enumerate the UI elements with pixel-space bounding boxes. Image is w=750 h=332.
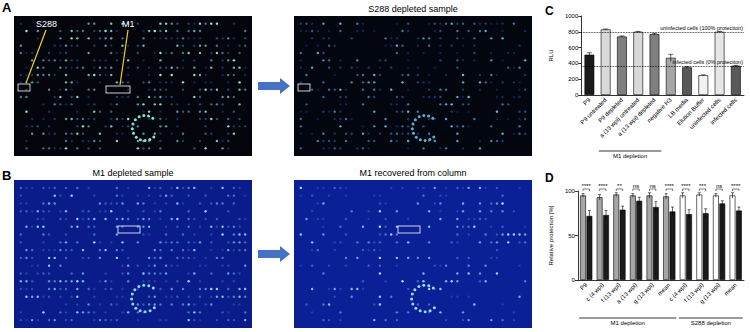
svg-text:P9: P9 <box>582 96 592 106</box>
svg-text:M1 depletion: M1 depletion <box>611 320 645 326</box>
svg-text:Elution Buffer: Elution Buffer <box>676 97 706 127</box>
svg-text:c (4 wpi): c (4 wpi) <box>667 281 688 303</box>
svg-text:f (13 wpi): f (13 wpi) <box>682 281 705 304</box>
svg-text:c (4 wpi): c (4 wpi) <box>584 281 605 303</box>
svg-text:S288 depletion: S288 depletion <box>691 320 731 326</box>
svg-text:infected cells (0% protection): infected cells (0% protection) <box>672 59 743 65</box>
svg-text:S288: S288 <box>36 19 57 29</box>
svg-text:0: 0 <box>575 92 579 98</box>
svg-text:C: C <box>545 4 554 18</box>
svg-text:**: ** <box>617 183 622 189</box>
svg-text:infected cells: infected cells <box>709 97 738 126</box>
svg-text:uninfected cells (100% protect: uninfected cells (100% protection) <box>660 25 743 31</box>
svg-text:B: B <box>2 168 11 183</box>
svg-text:mean: mean <box>657 282 672 297</box>
svg-text:Relative protection [%]: Relative protection [%] <box>548 205 554 265</box>
svg-text:g (13 wpi): g (13 wpi) <box>698 282 721 305</box>
svg-text:ns: ns <box>633 183 639 189</box>
svg-text:A: A <box>2 0 12 15</box>
svg-text:ns: ns <box>649 183 655 189</box>
svg-text:P9 untreated: P9 untreated <box>579 96 608 126</box>
svg-text:LB media: LB media <box>667 96 690 119</box>
svg-text:****: **** <box>598 183 608 189</box>
svg-text:M1 depletion: M1 depletion <box>613 153 647 159</box>
svg-text:****: **** <box>731 183 741 189</box>
svg-text:M1: M1 <box>122 19 135 29</box>
svg-text:400: 400 <box>568 60 579 66</box>
svg-text:50: 50 <box>568 233 575 239</box>
svg-text:mean: mean <box>723 282 738 297</box>
svg-text:a (13 wpi): a (13 wpi) <box>615 281 639 305</box>
svg-text:0: 0 <box>572 277 576 283</box>
svg-text:****: **** <box>681 183 691 189</box>
svg-text:negative H3: negative H3 <box>646 96 673 123</box>
svg-text:M1 depleted sample: M1 depleted sample <box>92 168 173 178</box>
svg-text:600: 600 <box>568 45 579 51</box>
svg-text:****: **** <box>582 183 592 189</box>
svg-text:a (13 wpi) untreated: a (13 wpi) untreated <box>598 96 641 139</box>
svg-text:RLU: RLU <box>548 49 554 61</box>
svg-text:1000: 1000 <box>565 13 579 19</box>
svg-text:g (13 wpi): g (13 wpi) <box>632 282 655 305</box>
svg-text:ns: ns <box>716 183 722 189</box>
svg-text:P9 depleted: P9 depleted <box>597 96 625 124</box>
svg-text:S288 depleted sample: S288 depleted sample <box>368 4 458 14</box>
svg-text:100: 100 <box>565 188 576 194</box>
svg-text:a (13 wpi) depleted: a (13 wpi) depleted <box>616 96 657 138</box>
svg-text:D: D <box>545 171 554 185</box>
svg-text:uninfected cells: uninfected cells <box>688 96 722 131</box>
svg-text:800: 800 <box>568 29 579 35</box>
svg-text:P9: P9 <box>579 281 589 291</box>
svg-text:M1 recovered from column: M1 recovered from column <box>359 168 466 178</box>
svg-text:f (13 wpi): f (13 wpi) <box>599 281 622 304</box>
svg-text:****: **** <box>665 183 675 189</box>
svg-text:***: *** <box>699 183 707 189</box>
svg-text:200: 200 <box>568 76 579 82</box>
